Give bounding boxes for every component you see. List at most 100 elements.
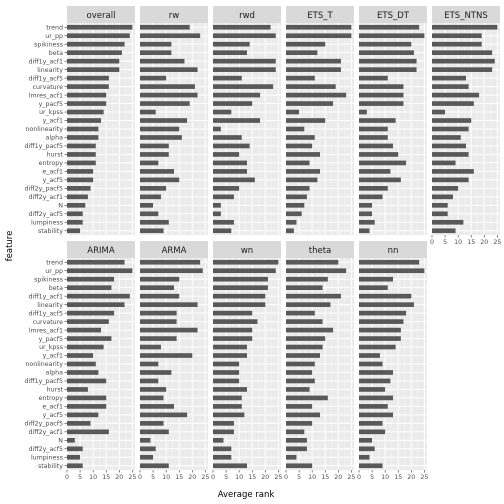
x-tick-label: 5 [443, 239, 447, 246]
bar-y_pacf5 [140, 336, 177, 341]
bar-hurst [140, 152, 169, 157]
bar-hurst [140, 387, 167, 392]
bar-y_pacf5 [359, 336, 401, 341]
bar-y_acf5 [286, 177, 318, 183]
bar-lumpiness [432, 219, 464, 225]
x-tick-label: 5 [78, 474, 82, 481]
bar-linearity [213, 302, 266, 307]
facet-strip [140, 6, 208, 23]
bar-alpha [286, 370, 313, 375]
feature-label-diff1y_acf5: diff1y_acf5 [28, 310, 63, 317]
x-tick-label: 0 [357, 474, 361, 481]
x-tick-label: 0 [138, 474, 142, 481]
bar-ur_kpss [140, 109, 156, 115]
feature-label-nonlinearity: nonlinearity [25, 361, 63, 368]
bar-stability [432, 228, 456, 234]
feature-label-N: N [58, 438, 63, 445]
bar-y_pacf5 [432, 101, 474, 106]
bar-ur_pp [67, 33, 130, 39]
bar-nonlinearity [286, 126, 305, 132]
bar-stability [286, 228, 294, 234]
bar-y_pacf5 [359, 101, 404, 106]
bar-linearity [140, 67, 198, 72]
feature-label-spikiness: spikiness [34, 276, 63, 283]
bar-curvature [359, 319, 404, 324]
bar-diff2y_pacf5 [359, 186, 388, 191]
bar-trend [67, 24, 133, 30]
bar-diff2y_pacf5 [140, 421, 164, 426]
bar-diff2y_acf1 [359, 194, 383, 200]
bar-ur_pp [140, 33, 201, 39]
x-tick-label: 10 [89, 474, 97, 481]
bar-trend [359, 259, 420, 265]
bar-diff1y_acf5 [67, 75, 109, 81]
bar-lumpiness [286, 219, 297, 225]
bar-ur_kpss [140, 344, 161, 350]
facet-ARMA: ARMA 0 5 10 15 20 25 [138, 241, 209, 481]
x-tick-label: 25 [274, 474, 282, 481]
bar-stability [67, 463, 83, 469]
facet-ETS_T: ETS_T [285, 6, 354, 235]
x-tick-label: 20 [480, 239, 488, 246]
bar-beta [67, 285, 112, 291]
facet-strip-label: wn [241, 246, 253, 256]
bar-y_acf5 [432, 177, 469, 183]
facet-wn: wn 0 5 10 15 20 25 [211, 241, 282, 481]
bar-ur_kpss [67, 109, 104, 115]
bar-ur_kpss [359, 344, 396, 350]
x-tick-label: 10 [162, 474, 170, 481]
feature-label-trend: trend [46, 259, 63, 266]
bar-diff1y_acf5 [432, 75, 466, 81]
bar-lmres_acf1 [213, 92, 261, 98]
facet-strip-label: ETS_DT [377, 11, 410, 21]
feature-label-lmres_acf1: lmres_acf1 [29, 92, 63, 99]
bar-lmres_acf1 [432, 92, 480, 98]
bar-diff2y_acf1 [140, 429, 169, 435]
bar-hurst [286, 387, 310, 392]
feature-label-diff2y_pacf5: diff2y_pacf5 [24, 186, 63, 193]
bar-ur_kpss [432, 109, 446, 115]
facet-strip [67, 6, 135, 23]
bar-diff1y_pacf5 [67, 378, 107, 384]
bar-spikiness [140, 276, 180, 282]
bar-diff1y_acf5 [286, 310, 315, 316]
bar-linearity [67, 302, 125, 307]
feature-label-lumpiness: lumpiness [31, 454, 63, 461]
bar-stability [359, 228, 370, 234]
bar-curvature [67, 84, 109, 89]
feature-label-y_pacf5: y_pacf5 [39, 336, 63, 343]
facet-strip-label: rw [169, 11, 179, 21]
bar-y_acf1 [213, 353, 247, 358]
bar-N [432, 202, 448, 208]
bar-ur_pp [286, 268, 347, 274]
bar-y_pacf5 [140, 101, 190, 106]
feature-label-ur_kpss: ur_kpss [39, 109, 63, 116]
bar-curvature [432, 84, 469, 89]
bar-diff2y_acf1 [67, 194, 88, 200]
bar-diff2y_acf1 [286, 194, 307, 200]
x-tick-label: 20 [261, 474, 269, 481]
bar-linearity [359, 67, 417, 72]
x-tick-label: 10 [454, 239, 462, 246]
feature-label-N: N [58, 203, 63, 210]
x-tick-label: 10 [308, 474, 316, 481]
bar-alpha [140, 135, 182, 140]
bar-diff1y_pacf5 [359, 378, 391, 384]
x-tick-label: 25 [420, 474, 428, 481]
bar-diff2y_pacf5 [213, 186, 240, 191]
bar-diff1y_pacf5 [286, 143, 313, 149]
bar-linearity [286, 67, 341, 72]
bar-hurst [359, 152, 399, 157]
bar-e_acf1 [67, 169, 94, 174]
bar-N [286, 437, 307, 443]
bar-diff1y_acf5 [359, 75, 388, 81]
bar-ur_pp [213, 268, 276, 274]
bar-diff1y_pacf5 [140, 378, 159, 384]
bar-beta [286, 50, 318, 56]
bar-lmres_acf1 [213, 327, 253, 333]
bar-lumpiness [359, 454, 370, 460]
facet-theta: theta 0 5 10 15 20 25 [284, 241, 355, 481]
facet-strip [140, 241, 208, 258]
bar-diff2y_acf1 [140, 194, 161, 200]
bar-diff2y_acf1 [67, 429, 109, 435]
